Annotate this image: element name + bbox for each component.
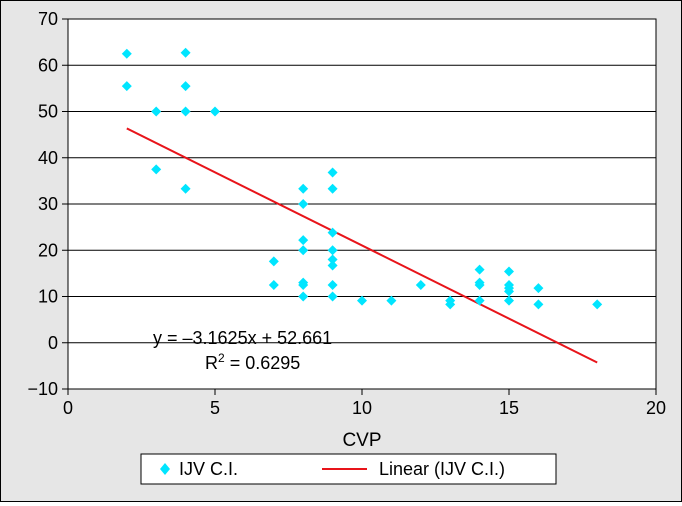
y-tick-label: 30 (38, 194, 58, 214)
data-point (327, 167, 338, 178)
data-point (474, 295, 485, 306)
y-axis-ticks: −10 0 10 20 30 40 50 60 70 (27, 9, 68, 399)
legend-label-ijv: IJV C.I. (179, 459, 238, 479)
data-point (327, 183, 338, 194)
y-tick-label: −10 (27, 379, 58, 399)
data-point (298, 183, 309, 194)
data-point (151, 106, 162, 117)
data-point (327, 279, 338, 290)
data-point (327, 291, 338, 302)
y-tick-label: 60 (38, 55, 58, 75)
data-point (504, 266, 514, 277)
legend-marker-diamond (160, 463, 170, 475)
data-point (268, 256, 279, 267)
data-point (386, 295, 397, 306)
r-squared-value: = 0.6295 (225, 353, 301, 373)
data-point (298, 279, 309, 290)
y-tick-label: 70 (38, 9, 58, 29)
r-squared-prefix: R (205, 353, 218, 373)
x-tick-label: 5 (210, 398, 220, 418)
data-point (415, 279, 426, 290)
data-point (298, 199, 309, 209)
data-point (121, 48, 132, 59)
data-point (327, 227, 338, 238)
legend: IJV C.I. Linear (IJV C.I.) (140, 453, 557, 485)
data-point (474, 279, 485, 290)
data-point (327, 254, 338, 265)
data-point (327, 260, 338, 271)
data-point (268, 279, 279, 290)
data-point (327, 245, 338, 256)
y-tick-label: 40 (38, 148, 58, 168)
data-point (180, 106, 191, 117)
data-point (298, 245, 309, 256)
data-point (121, 81, 132, 92)
data-point (592, 299, 603, 310)
data-point (180, 81, 191, 92)
x-tick-label: 20 (646, 398, 666, 418)
data-point (533, 299, 544, 310)
data-point (180, 47, 191, 58)
trendline (126, 127, 598, 364)
data-point (445, 299, 456, 310)
data-point (298, 235, 309, 246)
data-point (298, 291, 309, 302)
x-tick-label: 0 (63, 398, 73, 418)
trendline-group (126, 127, 598, 364)
data-point (180, 183, 191, 194)
x-axis-ticks: 0 5 10 15 20 (63, 389, 666, 418)
data-point (504, 295, 514, 306)
data-point (151, 164, 162, 175)
data-point (474, 264, 485, 275)
x-tick-label: 10 (352, 398, 372, 418)
r-squared-superscript: 2 (218, 351, 225, 365)
data-point (210, 106, 220, 117)
y-tick-label: 20 (38, 240, 58, 260)
trend-equation: y = –3.1625x + 52.661 (153, 328, 332, 348)
data-point (504, 286, 514, 297)
y-tick-label: 50 (38, 102, 58, 122)
legend-label-linear: Linear (IJV C.I.) (379, 459, 505, 479)
data-point (357, 295, 367, 306)
data-points (121, 47, 603, 310)
x-tick-label: 15 (499, 398, 519, 418)
r-squared-label: R2 = 0.6295 (205, 351, 300, 373)
data-point (533, 283, 544, 294)
y-tick-label: 10 (38, 287, 58, 307)
y-tick-label: 0 (48, 333, 58, 353)
x-axis-title: CVP (342, 430, 381, 451)
